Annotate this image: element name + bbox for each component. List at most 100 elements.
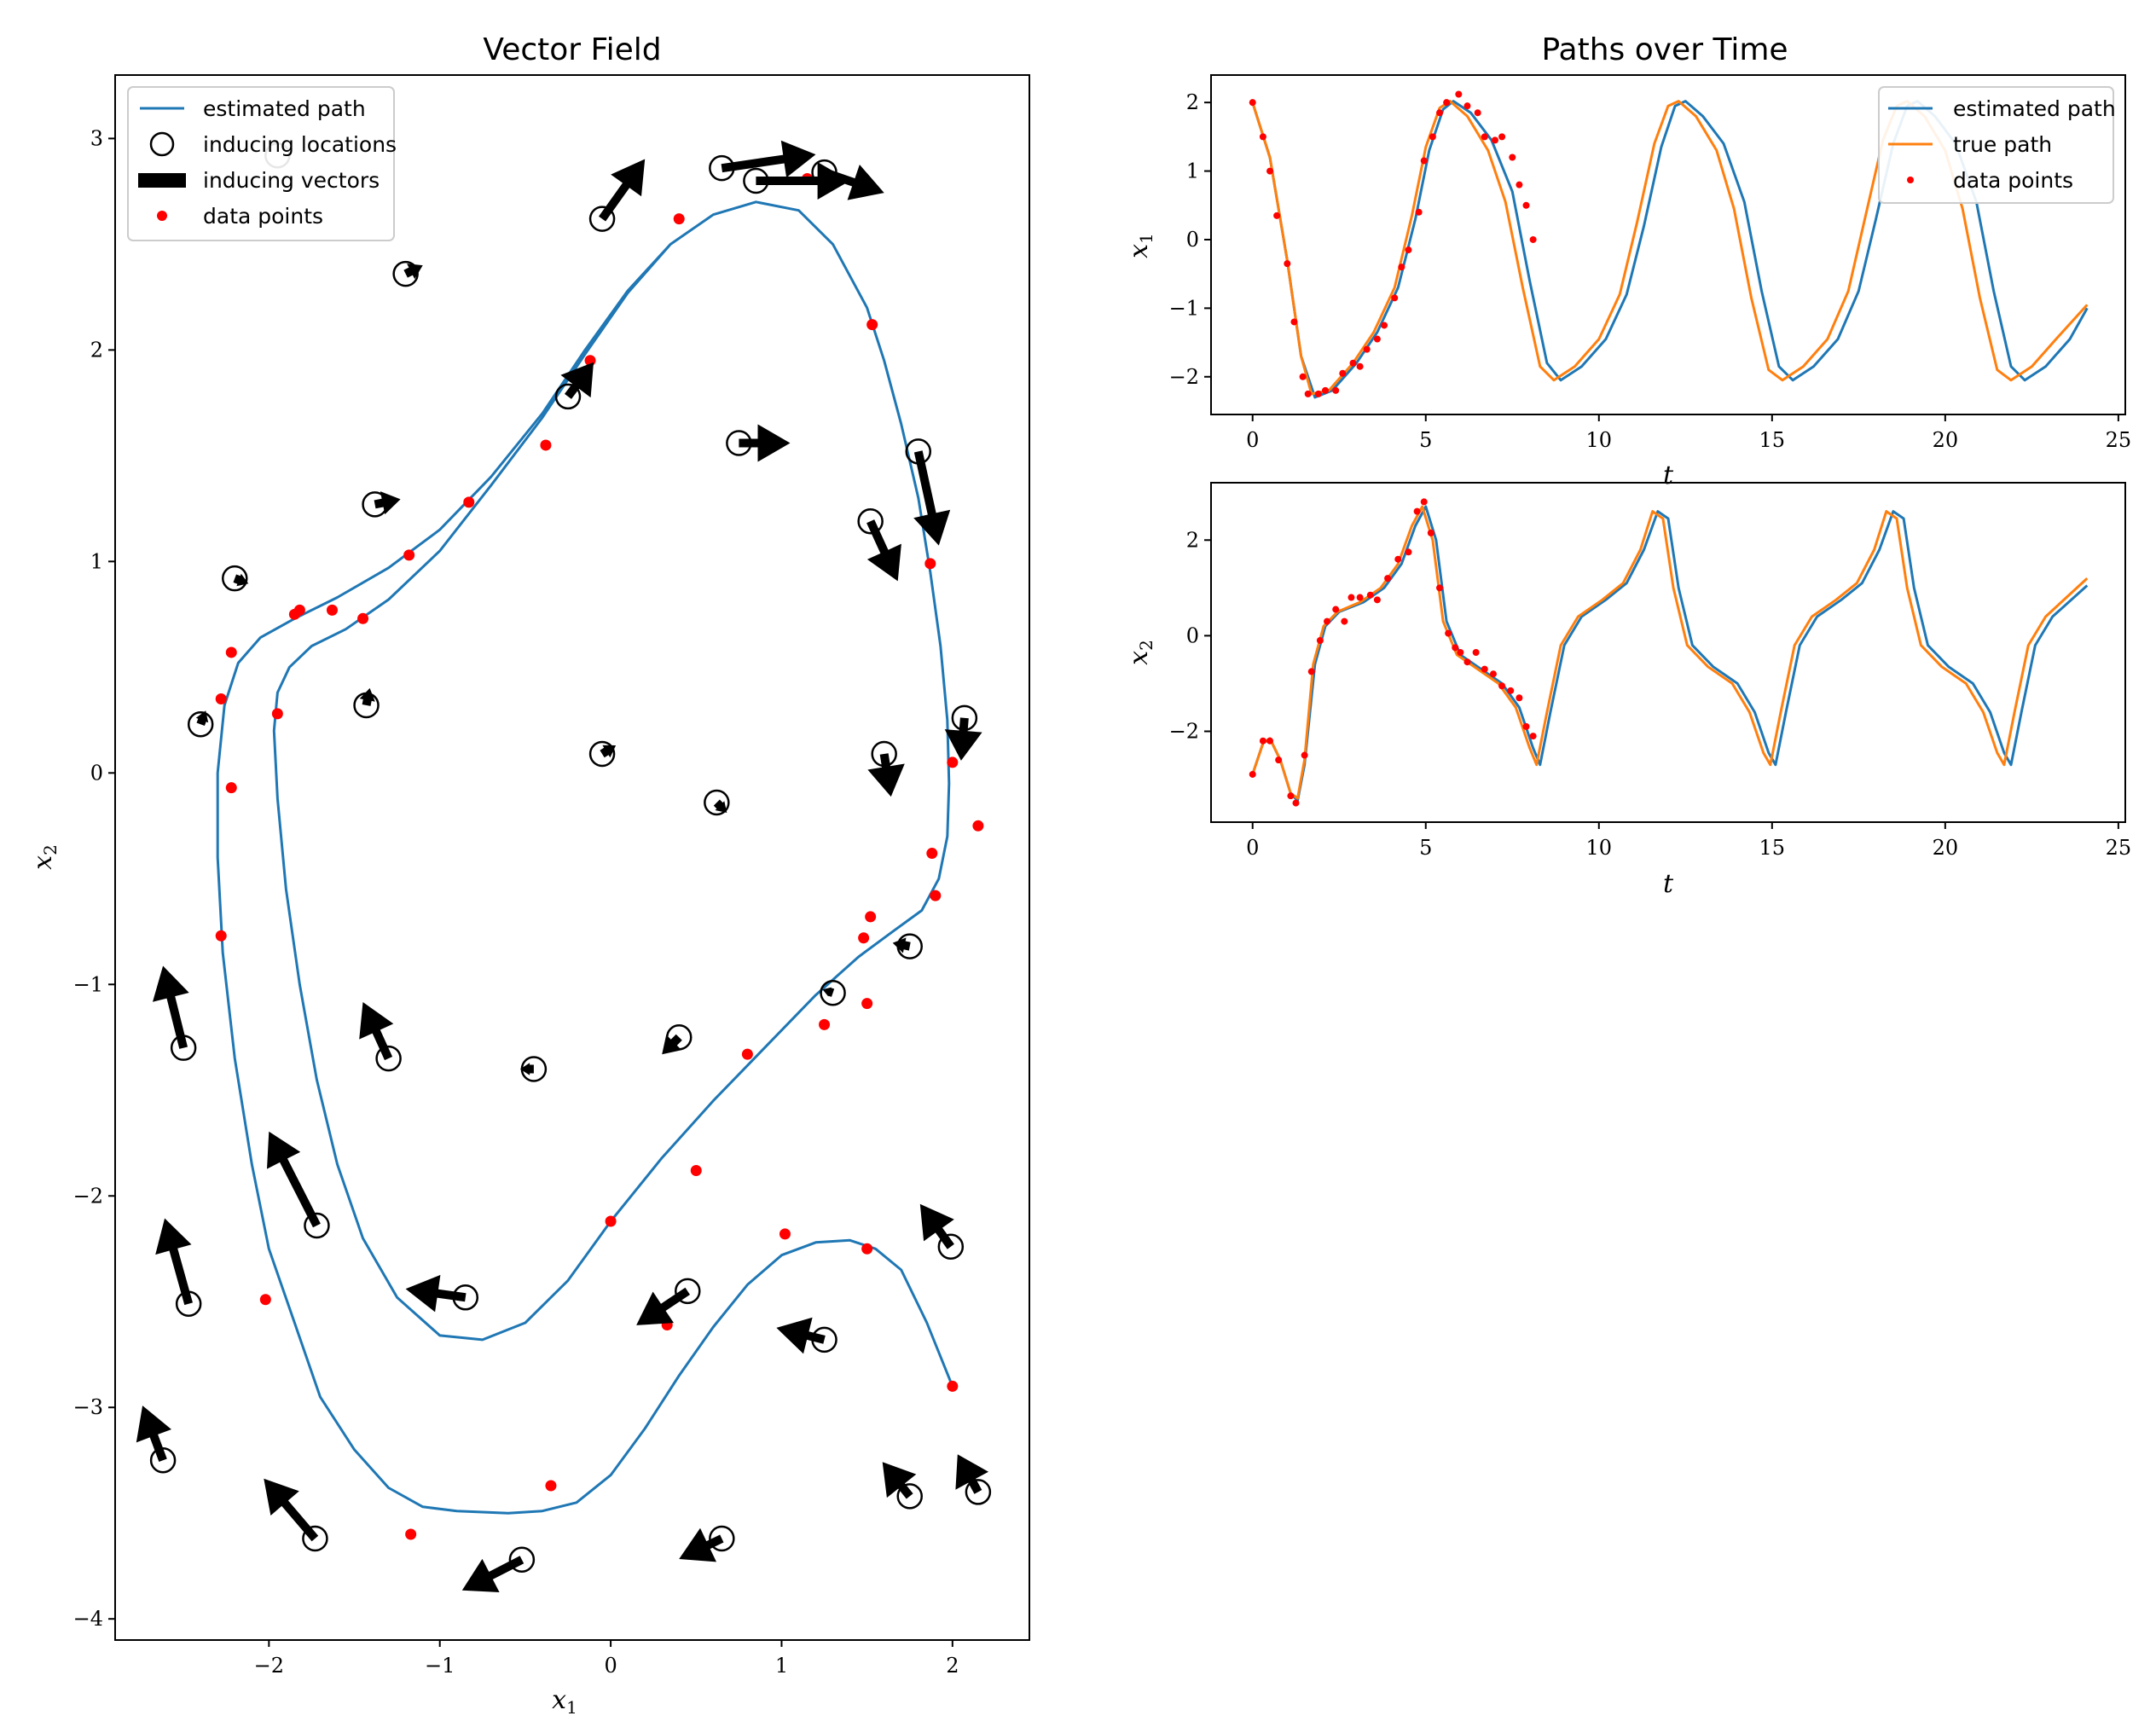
p2-xtick-label: 10 (1586, 836, 1613, 860)
vf-inducing-vector (403, 264, 423, 280)
vf-legend-box (127, 86, 395, 241)
vf-axes-frame (114, 74, 1030, 1641)
p2-xtick-label: 0 (1246, 836, 1259, 860)
vf-data-point (225, 646, 237, 658)
vf-inducing-location (704, 789, 730, 816)
vf-data-point (947, 1380, 959, 1392)
p1-data-point (1509, 154, 1516, 161)
p2-data-point (1452, 644, 1459, 652)
p1-ytick-label: 1 (1186, 159, 1199, 183)
p1-xtick-label: 20 (1933, 428, 1959, 452)
p2-y-ticks: −2 0 2 (1169, 528, 1211, 743)
vf-data-point (930, 890, 942, 901)
p1-data-point (1405, 246, 1412, 254)
vf-inducing-vector (560, 362, 594, 399)
p1-legend-data: data points (1953, 168, 2073, 193)
vf-inducing-location (588, 206, 616, 232)
p1-data-point (1474, 109, 1481, 117)
vf-inducing-vector (461, 1556, 525, 1592)
vf-data-point (779, 1228, 791, 1240)
p1-data-point (1498, 133, 1506, 141)
p2-data-point (1301, 751, 1308, 759)
p1-axes-frame (1210, 74, 2126, 415)
p1-xlabel: t (1663, 461, 1674, 490)
p1-xtick-label: 25 (2106, 428, 2132, 452)
vf-x-ticks: −2 −1 0 1 2 (254, 1640, 959, 1678)
p1-data-point (1259, 133, 1266, 141)
vf-inducing-location (709, 1525, 735, 1552)
vf-y-ticks: −4 −3 −2 −1 0 1 2 3 (73, 126, 115, 1631)
p2-data-point (1394, 555, 1402, 563)
p2-estimated-path (1251, 505, 2089, 803)
p1-data-point (1356, 362, 1364, 370)
vf-data-point (924, 558, 936, 570)
p1-legend-marker-data (1907, 177, 1914, 183)
p1-data-point (1463, 102, 1471, 110)
p2-data-point (1266, 737, 1274, 745)
p2-xtick-label: 20 (1933, 836, 1959, 860)
vf-inducing-location (965, 1479, 992, 1505)
vf-data-point (605, 1215, 617, 1227)
p1-data-point (1491, 136, 1498, 144)
vf-xtick-label: −2 (254, 1654, 284, 1678)
vf-inducing-vector (822, 987, 835, 997)
vf-data-point (405, 1528, 417, 1540)
vf-inducing-vector (519, 1063, 534, 1075)
p2-x-ticks: 0 5 10 15 20 25 (1246, 822, 2131, 860)
vf-legend-inducing-locations: inducing locations (203, 132, 397, 157)
vf-data-point (326, 604, 338, 616)
vf-inducing-vector (136, 1406, 171, 1462)
p2-data-point (1498, 682, 1506, 690)
p1-xtick-label: 10 (1586, 428, 1613, 452)
vf-data-point (926, 848, 938, 860)
vf-data-point (861, 1243, 873, 1255)
p2-data-point (1356, 594, 1364, 601)
vf-inducing-vector (882, 1462, 917, 1499)
p2-xtick-label: 15 (1759, 836, 1786, 860)
p1-legend-box (1878, 86, 2114, 204)
vf-data-point (947, 756, 959, 768)
p1-data-point (1363, 345, 1371, 353)
p2-data-point (1366, 591, 1374, 599)
vf-estimated-path (216, 200, 954, 1515)
p2-data-point (1489, 670, 1497, 678)
vf-inducing-vector (919, 1203, 954, 1249)
p2-xtick-label: 25 (2106, 836, 2132, 860)
p1-data-point (1529, 235, 1537, 243)
p1-data-point (1299, 373, 1307, 380)
p1-data-point (1398, 264, 1405, 271)
vf-data-point (741, 1048, 753, 1060)
p1-ytick-label: −2 (1169, 365, 1199, 389)
vf-data-point (545, 1480, 557, 1492)
p2-data-point (1507, 687, 1515, 694)
p1-xtick-label: 15 (1759, 428, 1786, 452)
vf-data-point (866, 319, 878, 331)
p2-data-point (1481, 665, 1488, 673)
vf-inducing-vector (600, 745, 617, 758)
vf-inducing-vector (267, 1131, 321, 1228)
vf-data-point (858, 932, 870, 944)
p1-data-point (1436, 109, 1443, 117)
vf-data-point (225, 782, 237, 794)
vf-inducing-vector (153, 965, 189, 1049)
vf-ytick-label: 1 (90, 549, 103, 573)
vf-data-point (403, 549, 415, 561)
p1-data-point (1415, 208, 1423, 216)
vf-inducing-location (375, 1045, 402, 1072)
vf-data-point (540, 439, 552, 451)
path-x2-panel: 0 5 10 15 20 25 −2 0 2 t x2 (1124, 482, 2131, 899)
vf-inducing-location (304, 1212, 330, 1239)
p2-data-point (1332, 606, 1340, 613)
vf-inducing-vector (195, 710, 209, 726)
p1-data-point (1429, 133, 1436, 141)
vf-inducing-vector (721, 140, 816, 178)
vf-inducing-vector (944, 717, 982, 761)
p2-data-point (1457, 649, 1464, 656)
p2-data-point (1249, 770, 1256, 778)
vf-inducing-location (588, 740, 616, 768)
p1-xtick-label: 0 (1246, 428, 1259, 452)
p2-data-point (1516, 694, 1523, 702)
p1-data-point (1455, 90, 1463, 98)
